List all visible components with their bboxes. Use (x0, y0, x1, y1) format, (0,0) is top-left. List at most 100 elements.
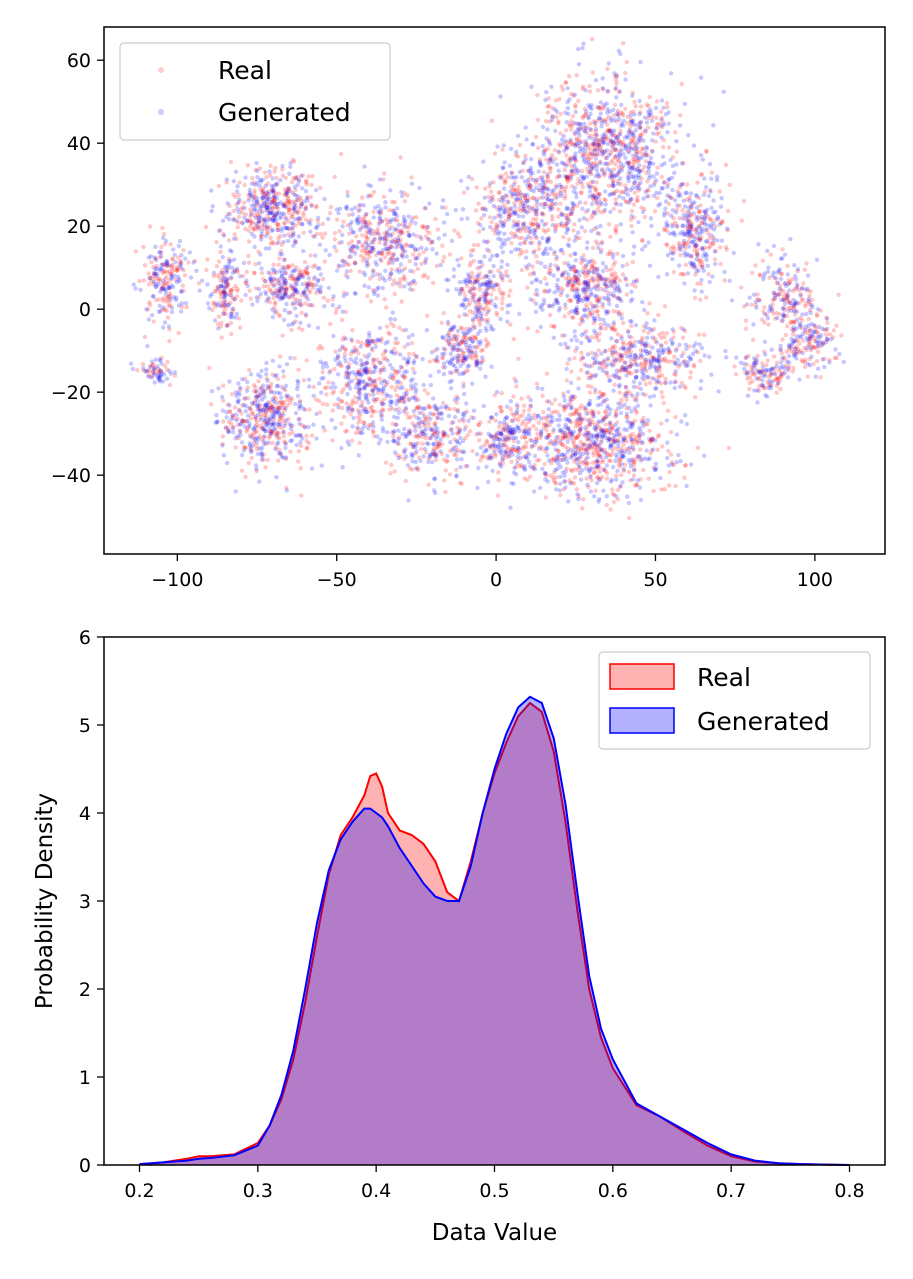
scatter-point-real (333, 349, 338, 354)
scatter-point-real (805, 374, 811, 379)
scatter-point-real (304, 433, 309, 439)
scatter-point-real (574, 277, 580, 282)
scatter-point-real (287, 276, 293, 281)
scatter-point-generated (408, 287, 413, 292)
scatter-point-real (595, 191, 600, 196)
scatter-point-real (605, 251, 611, 257)
scatter-point-generated (244, 278, 249, 283)
scatter-point-real (248, 219, 253, 224)
scatter-point-real (308, 194, 314, 200)
scatter-point-real (262, 387, 267, 393)
scatter-point-generated (540, 307, 545, 312)
scatter-point-generated (540, 175, 545, 180)
scatter-point-real (408, 282, 413, 287)
scatter-point-real (628, 198, 633, 203)
scatter-point-real (470, 310, 476, 315)
scatter-point-generated (262, 217, 267, 222)
scatter-point-real (568, 253, 573, 258)
scatter-point-generated (601, 268, 606, 274)
scatter-point-real (236, 436, 241, 441)
scatter-point-real (482, 307, 487, 312)
scatter-point-real (573, 104, 578, 110)
scatter-point-real (611, 140, 616, 145)
scatter-point-real (536, 223, 542, 228)
scatter-point-real (272, 201, 278, 207)
scatter-point-real (506, 293, 512, 298)
scatter-point-real (550, 192, 555, 197)
scatter-point-generated (496, 236, 501, 241)
scatter-point-real (398, 238, 403, 243)
scatter-point-real (397, 233, 402, 238)
scatter-point-generated (701, 268, 706, 273)
scatter-point-real (225, 402, 231, 407)
scatter-point-real (272, 197, 277, 203)
scatter-point-real (568, 298, 574, 304)
scatter-point-generated (278, 177, 283, 183)
scatter-point-real (564, 153, 569, 158)
scatter-point-generated (277, 251, 283, 257)
scatter-point-real (252, 440, 257, 445)
scatter-point-real (403, 242, 409, 247)
scatter-point-real (760, 258, 766, 263)
scatter-point-real (609, 279, 614, 284)
scatter-point-generated (631, 251, 636, 256)
scatter-point-real (393, 240, 398, 245)
scatter-point-real (336, 240, 342, 246)
scatter-point-generated (659, 135, 664, 140)
scatter-point-generated (618, 152, 623, 158)
scatter-point-real (459, 326, 465, 331)
scatter-point-generated (640, 247, 645, 252)
scatter-point-real (660, 115, 665, 121)
scatter-point-real (384, 324, 390, 329)
scatter-point-generated (566, 272, 571, 277)
scatter-point-real (558, 492, 563, 498)
scatter-point-real (589, 179, 594, 185)
scatter-point-generated (615, 181, 621, 186)
scatter-point-real (588, 267, 593, 272)
scatter-point-real (797, 341, 802, 346)
scatter-point-real (610, 179, 616, 184)
scatter-point-generated (308, 302, 313, 308)
scatter-point-real (566, 161, 572, 167)
scatter-point-real (303, 295, 308, 300)
scatter-point-generated (589, 291, 594, 296)
scatter-point-generated (574, 191, 579, 196)
scatter-point-real (617, 310, 622, 315)
scatter-point-real (271, 262, 276, 267)
scatter-point-real (290, 232, 295, 237)
scatter-point-real (218, 291, 223, 296)
scatter-point-generated (290, 190, 295, 195)
scatter-point-real (573, 168, 578, 173)
scatter-point-real (741, 199, 747, 204)
scatter-point-generated (382, 242, 387, 247)
scatter-point-real (591, 160, 597, 166)
scatter-point-real (606, 374, 611, 379)
scatter-point-generated (590, 141, 596, 147)
scatter-point-real (688, 375, 693, 380)
scatter-point-generated (617, 117, 622, 122)
scatter-point-real (225, 281, 230, 286)
scatter-point-generated (599, 201, 604, 207)
scatter-point-real (300, 327, 305, 333)
scatter-point-real (270, 239, 275, 245)
scatter-point-real (553, 224, 559, 230)
scatter-point-real (337, 264, 342, 269)
scatter-point-real (520, 200, 525, 205)
scatter-point-real (292, 276, 297, 281)
scatter-point-real (695, 250, 700, 256)
scatter-point-real (290, 273, 295, 279)
scatter-point-real (617, 209, 623, 214)
scatter-point-real (590, 245, 596, 251)
scatter-point-generated (610, 144, 616, 149)
scatter-point-real (289, 215, 294, 220)
scatter-point-real (683, 385, 688, 391)
scatter-point-generated (627, 169, 632, 174)
scatter-point-generated (567, 219, 572, 224)
scatter-point-real (283, 203, 289, 209)
scatter-point-real (712, 257, 718, 262)
scatter-point-generated (717, 222, 723, 227)
scatter-point-generated (264, 198, 269, 203)
scatter-point-generated (501, 165, 506, 170)
scatter-point-real (258, 415, 264, 420)
scatter-point-generated (575, 299, 581, 305)
